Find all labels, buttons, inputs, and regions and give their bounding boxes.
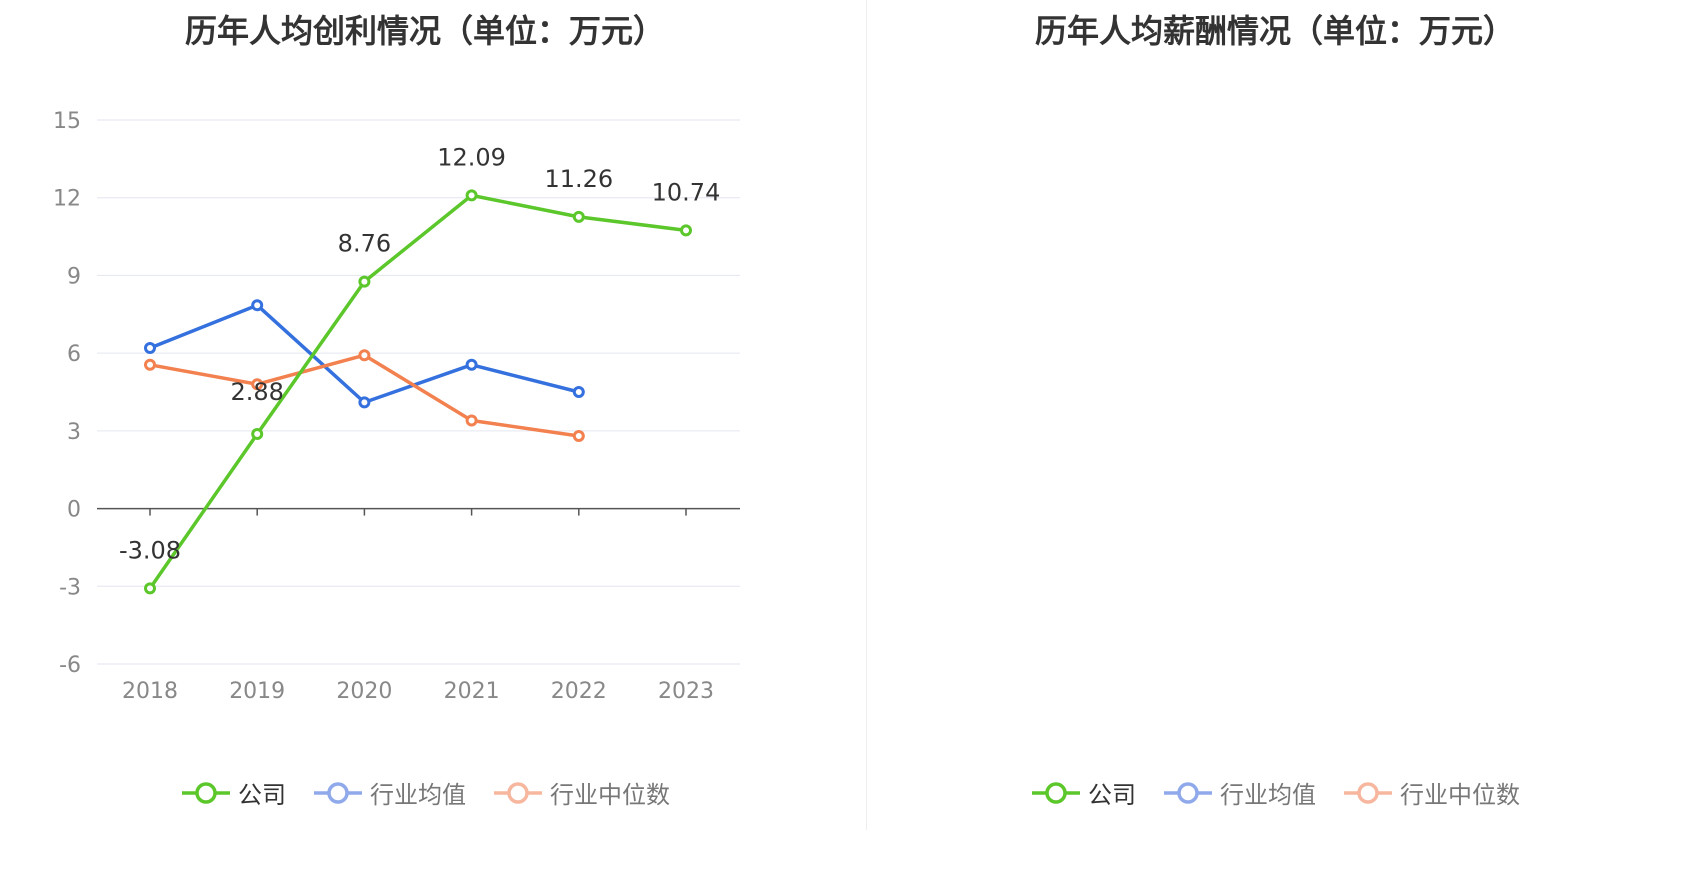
data-point	[465, 189, 478, 202]
legend-item[interactable]: 行业中位数	[1342, 775, 1520, 810]
y-tick-label: 15	[53, 109, 81, 134]
data-point	[358, 396, 371, 409]
legend-marker-icon	[1164, 781, 1212, 804]
data-point	[572, 386, 585, 398]
data-point	[144, 358, 156, 371]
data-point	[144, 582, 156, 595]
x-tick-label: 2019	[229, 679, 285, 704]
series-line	[148, 193, 687, 590]
legend-marker-icon	[1344, 781, 1392, 804]
data-point	[465, 358, 478, 371]
data-point	[144, 341, 156, 354]
legend-label: 行业均值	[1220, 781, 1316, 809]
data-label: -3.08	[119, 536, 181, 564]
chart-profit-plot: -6 -3 0 3 6 9 12 15 2018 2019 2020 2021 2022 2023 -3.0…	[53, 109, 740, 704]
data-label: 8.76	[338, 230, 391, 258]
legend-label: 行业中位数	[550, 781, 670, 809]
legend-marker-icon	[1032, 781, 1080, 804]
data-label: 12.09	[437, 143, 506, 171]
panel-divider	[866, 0, 867, 830]
legend-profit: 公司 行业均值 行业中位数	[0, 775, 850, 810]
legend-marker-icon	[314, 781, 362, 804]
y-tick-label: 9	[67, 264, 81, 289]
data-point	[358, 275, 371, 288]
data-point	[251, 427, 264, 440]
data-point	[465, 414, 478, 427]
y-tick-label: 12	[53, 187, 81, 212]
x-tick-label: 2022	[551, 679, 607, 704]
legend-item[interactable]: 行业均值	[1162, 775, 1316, 810]
data-point	[251, 299, 264, 312]
legend-label: 行业中位数	[1400, 781, 1520, 809]
data-point	[358, 349, 371, 362]
x-tick-label: 2021	[444, 679, 500, 704]
x-tick-label: 2020	[336, 679, 392, 704]
legend-item[interactable]: 行业均值	[312, 775, 466, 810]
legend-salary: 公司 行业均值 行业中位数	[850, 775, 1700, 810]
x-tick-label: 2018	[122, 679, 178, 704]
data-point	[572, 210, 585, 223]
chart-panel-profit: 历年人均创利情况（单位：万元） -6 -3 0 3 6 9 12 15 2018 2019 2020…	[0, 12, 850, 810]
legend-marker-icon	[494, 781, 542, 804]
legend-label: 行业均值	[370, 781, 466, 809]
x-tick-label: 2023	[658, 679, 714, 704]
y-tick-label: -6	[59, 653, 81, 678]
data-label: 10.74	[652, 178, 721, 206]
legend-label: 公司	[1088, 781, 1136, 809]
y-tick-label: 3	[67, 420, 81, 445]
chart-panel-salary: 历年人均薪酬情况（单位：万元） 036912151821201820192020…	[850, 0, 1700, 874]
legend-item[interactable]: 公司	[1030, 775, 1136, 810]
chart-salary-plot: 03691215182120182019202020212022202315.5…	[850, 0, 1700, 874]
data-point	[680, 224, 692, 237]
data-label: 11.26	[544, 165, 613, 193]
chart-title-salary: 历年人均薪酬情况（单位：万元）	[1034, 12, 1515, 50]
data-point	[251, 378, 264, 391]
data-point	[572, 430, 585, 443]
chart-title-profit: 历年人均创利情况（单位：万元）	[184, 12, 665, 50]
legend-item[interactable]: 行业中位数	[492, 775, 670, 810]
data-label: 2.88	[230, 378, 283, 406]
legend-marker-icon	[182, 781, 230, 804]
legend-item[interactable]: 公司	[180, 775, 286, 810]
legend-label: 公司	[238, 781, 286, 809]
y-tick-label: -3	[59, 575, 81, 600]
y-tick-label: 0	[67, 498, 81, 523]
series-line	[149, 353, 580, 438]
y-tick-label: 6	[67, 342, 81, 367]
